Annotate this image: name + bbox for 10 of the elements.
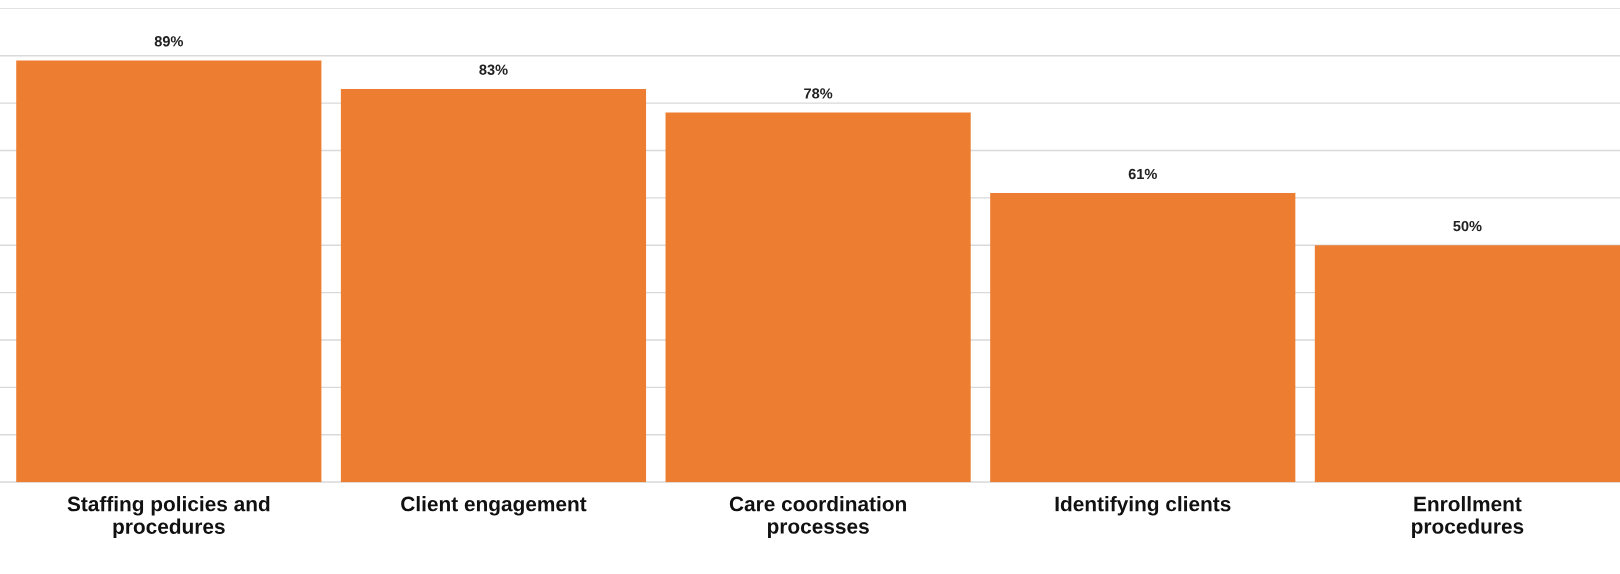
x-tick-label: Enrollment procedures xyxy=(1412,496,1524,538)
x-tick-label: Identifying clients xyxy=(1055,496,1231,516)
data-label: 78% xyxy=(804,88,833,99)
x-tick-label: Client engagement xyxy=(401,496,587,516)
data-label: 50% xyxy=(1453,220,1482,232)
x-tick-label: Care coordination processes xyxy=(729,496,906,538)
x-tick-label: Staffing policies and procedures xyxy=(67,496,270,538)
data-label: 89% xyxy=(154,36,184,47)
data-label: 83% xyxy=(479,64,508,75)
data-label: 61% xyxy=(1128,168,1157,180)
